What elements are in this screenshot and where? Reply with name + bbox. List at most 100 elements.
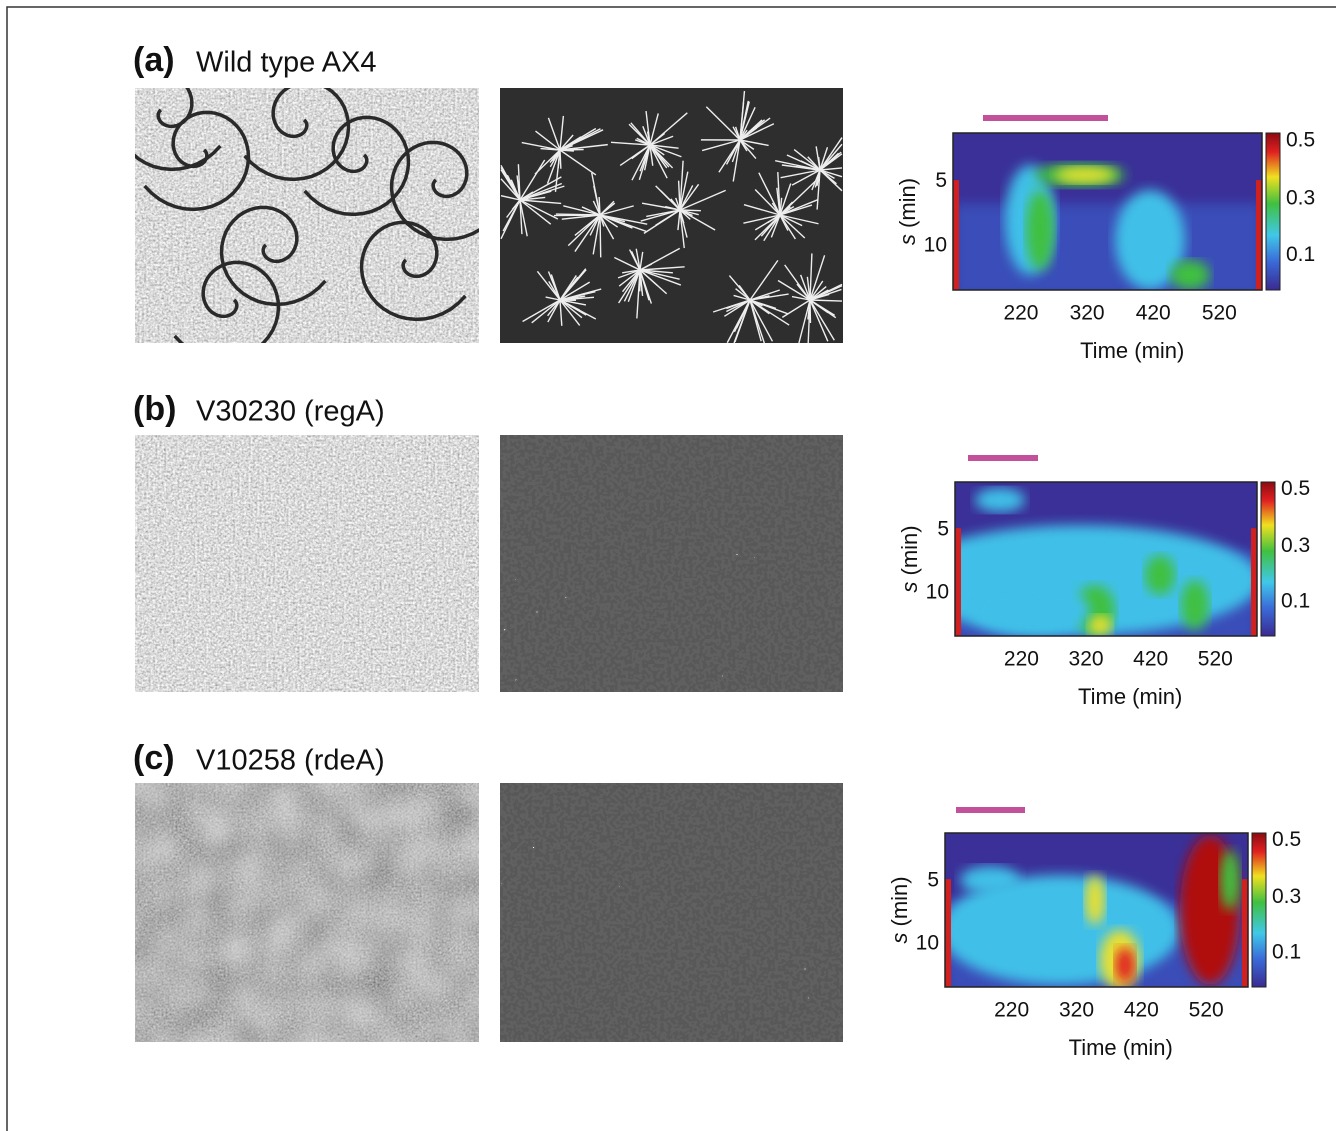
- stream: [559, 299, 581, 326]
- stream: [733, 294, 751, 301]
- stream: [726, 299, 751, 310]
- stream: [547, 117, 561, 151]
- stream: [500, 169, 521, 201]
- stream: [779, 180, 816, 216]
- stream: [550, 274, 561, 301]
- stream: [622, 269, 641, 274]
- stream: [559, 281, 591, 301]
- stream: [809, 289, 829, 301]
- heatmap-frame: [944, 832, 1249, 988]
- stream: [749, 295, 770, 301]
- cell-image: [500, 783, 843, 1042]
- x-tick-label: 520: [1198, 648, 1233, 671]
- stream: [767, 214, 781, 224]
- stream: [639, 269, 658, 287]
- y-axis-var: s: [897, 582, 922, 593]
- heatmap: [945, 833, 1248, 987]
- frame: [6, 6, 1336, 1131]
- colorbar: [1251, 832, 1267, 988]
- y-axis-label: s (min): [895, 178, 920, 245]
- stream: [649, 135, 674, 146]
- stream: [743, 214, 781, 224]
- heatmap-blob: [1115, 947, 1135, 983]
- stream: [809, 280, 824, 301]
- stream: [739, 123, 775, 141]
- stream: [809, 299, 843, 302]
- colorbar-tick-label: 0.1: [1272, 941, 1301, 964]
- stream: [621, 269, 641, 293]
- stream: [649, 144, 682, 158]
- stream: [807, 299, 811, 344]
- stream: [639, 266, 685, 271]
- colorbar-tick-label: 0.1: [1281, 590, 1310, 613]
- stream: [809, 299, 829, 314]
- stream: [559, 128, 601, 151]
- stream: [531, 299, 561, 324]
- stream: [519, 199, 523, 235]
- stream: [592, 200, 601, 216]
- stream: [749, 259, 779, 301]
- edge: [1242, 879, 1248, 987]
- stream: [649, 144, 668, 179]
- colorbar: [1265, 132, 1281, 291]
- y-axis-var: s: [887, 933, 912, 944]
- stream: [559, 149, 562, 169]
- stream: [593, 185, 601, 216]
- stream: [649, 113, 659, 146]
- stream: [732, 139, 741, 182]
- heatmap-frame: [952, 132, 1263, 291]
- stream: [559, 149, 597, 176]
- stream: [519, 190, 552, 201]
- stream: [535, 130, 561, 151]
- x-tick-label: 420: [1124, 999, 1159, 1022]
- stream: [640, 209, 681, 222]
- heatmap-blob: [1088, 615, 1112, 635]
- stream: [809, 299, 829, 342]
- spiral-wave: [243, 88, 351, 182]
- spirals: [135, 88, 479, 343]
- panel-title: V10258 (rdeA): [196, 745, 385, 777]
- stream: [563, 205, 601, 216]
- stream: [599, 200, 615, 216]
- colorbar-tick-label: 0.5: [1272, 828, 1301, 851]
- stream: [649, 144, 679, 149]
- panel-title: V30230 (regA): [196, 396, 385, 428]
- colorbar: [1260, 481, 1276, 637]
- colorbar-tick-label: 0.1: [1286, 243, 1315, 266]
- stream: [819, 147, 829, 171]
- stream: [546, 149, 561, 184]
- edge: [1251, 528, 1257, 636]
- stream: [734, 299, 751, 343]
- stream: [614, 256, 641, 271]
- stream: [739, 139, 755, 150]
- stream: [809, 299, 835, 341]
- stream: [811, 169, 821, 191]
- x-tick-label: 220: [1003, 302, 1038, 325]
- stream: [739, 139, 769, 147]
- stream: [574, 214, 601, 237]
- y-axis-unit: (min): [895, 178, 920, 228]
- heatmap-blob: [1085, 875, 1105, 925]
- stream: [779, 214, 797, 240]
- stream: [817, 157, 821, 171]
- stream: [599, 214, 615, 240]
- stream: [599, 205, 634, 216]
- stream: [749, 299, 774, 342]
- x-axis-label: Time (min): [1080, 338, 1184, 363]
- stream: [559, 115, 565, 151]
- spiral-wave: [389, 140, 479, 242]
- colorbar-tick-label: 0.3: [1272, 885, 1301, 908]
- y-tick-label: 5: [927, 868, 939, 891]
- stream: [521, 141, 561, 151]
- stream: [809, 255, 826, 301]
- spiral-wave: [303, 115, 411, 217]
- heatmap-blob: [1220, 850, 1240, 910]
- stream: [618, 269, 641, 287]
- heatmap-blob: [975, 488, 1025, 512]
- stream: [574, 214, 601, 252]
- stream: [649, 112, 688, 146]
- stream: [679, 183, 700, 211]
